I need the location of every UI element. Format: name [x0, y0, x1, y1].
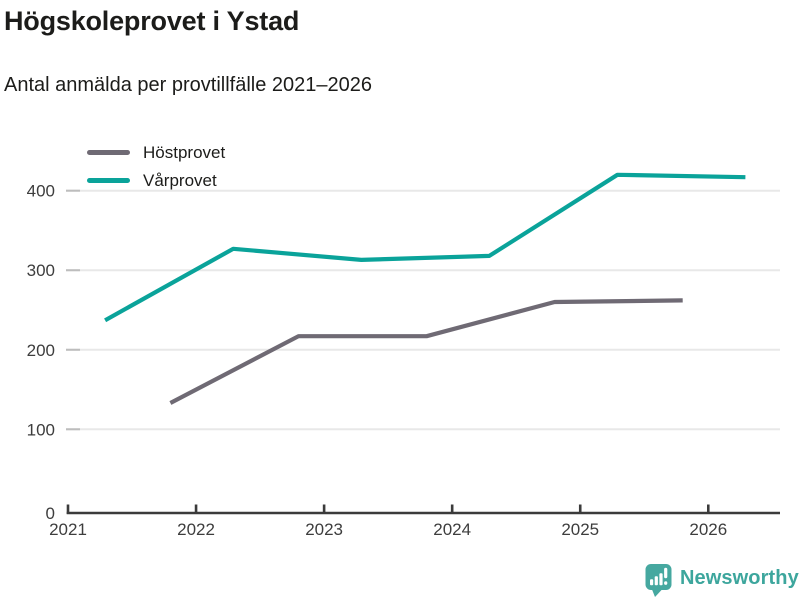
series-line-hostprovet — [169, 298, 683, 405]
x-tick-label-2024: 2024 — [433, 520, 471, 539]
newsworthy-logo-text: Newsworthy — [680, 567, 799, 589]
y-tick-label-400: 400 — [27, 182, 55, 201]
y-tick-label-300: 300 — [27, 261, 55, 280]
y-tick-label-200: 200 — [27, 341, 55, 360]
y-tick-label-0: 0 — [46, 504, 55, 523]
newsworthy-bubble-chart-icon — [645, 564, 672, 597]
x-tick-label-2026: 2026 — [689, 520, 727, 539]
legend-label-hostprovet: Höstprovet — [143, 143, 226, 162]
legend-item-varprovet: Vårprovet — [87, 170, 225, 191]
legend-swatch-hostprovet-icon — [87, 150, 130, 155]
x-tick-label-2021: 2021 — [49, 520, 87, 539]
series-line-varprovet — [104, 172, 746, 323]
newsworthy-logo: Newsworthy — [645, 563, 799, 598]
y-tick-label-100: 100 — [27, 420, 55, 439]
legend-swatch-varprovet-icon — [87, 178, 130, 183]
x-tick-label-2022: 2022 — [177, 520, 215, 539]
x-tick-label-2025: 2025 — [561, 520, 599, 539]
legend-label-varprovet: Vårprovet — [143, 171, 217, 190]
legend-item-hostprovet: Höstprovet — [87, 142, 225, 163]
x-tick-label-2023: 2023 — [305, 520, 343, 539]
page-title: Högskoleprovet i Ystad — [4, 6, 300, 36]
chart-legend: Höstprovet Vårprovet — [87, 142, 225, 191]
page-subtitle: Antal anmälda per provtillfälle 2021–202… — [4, 74, 373, 96]
